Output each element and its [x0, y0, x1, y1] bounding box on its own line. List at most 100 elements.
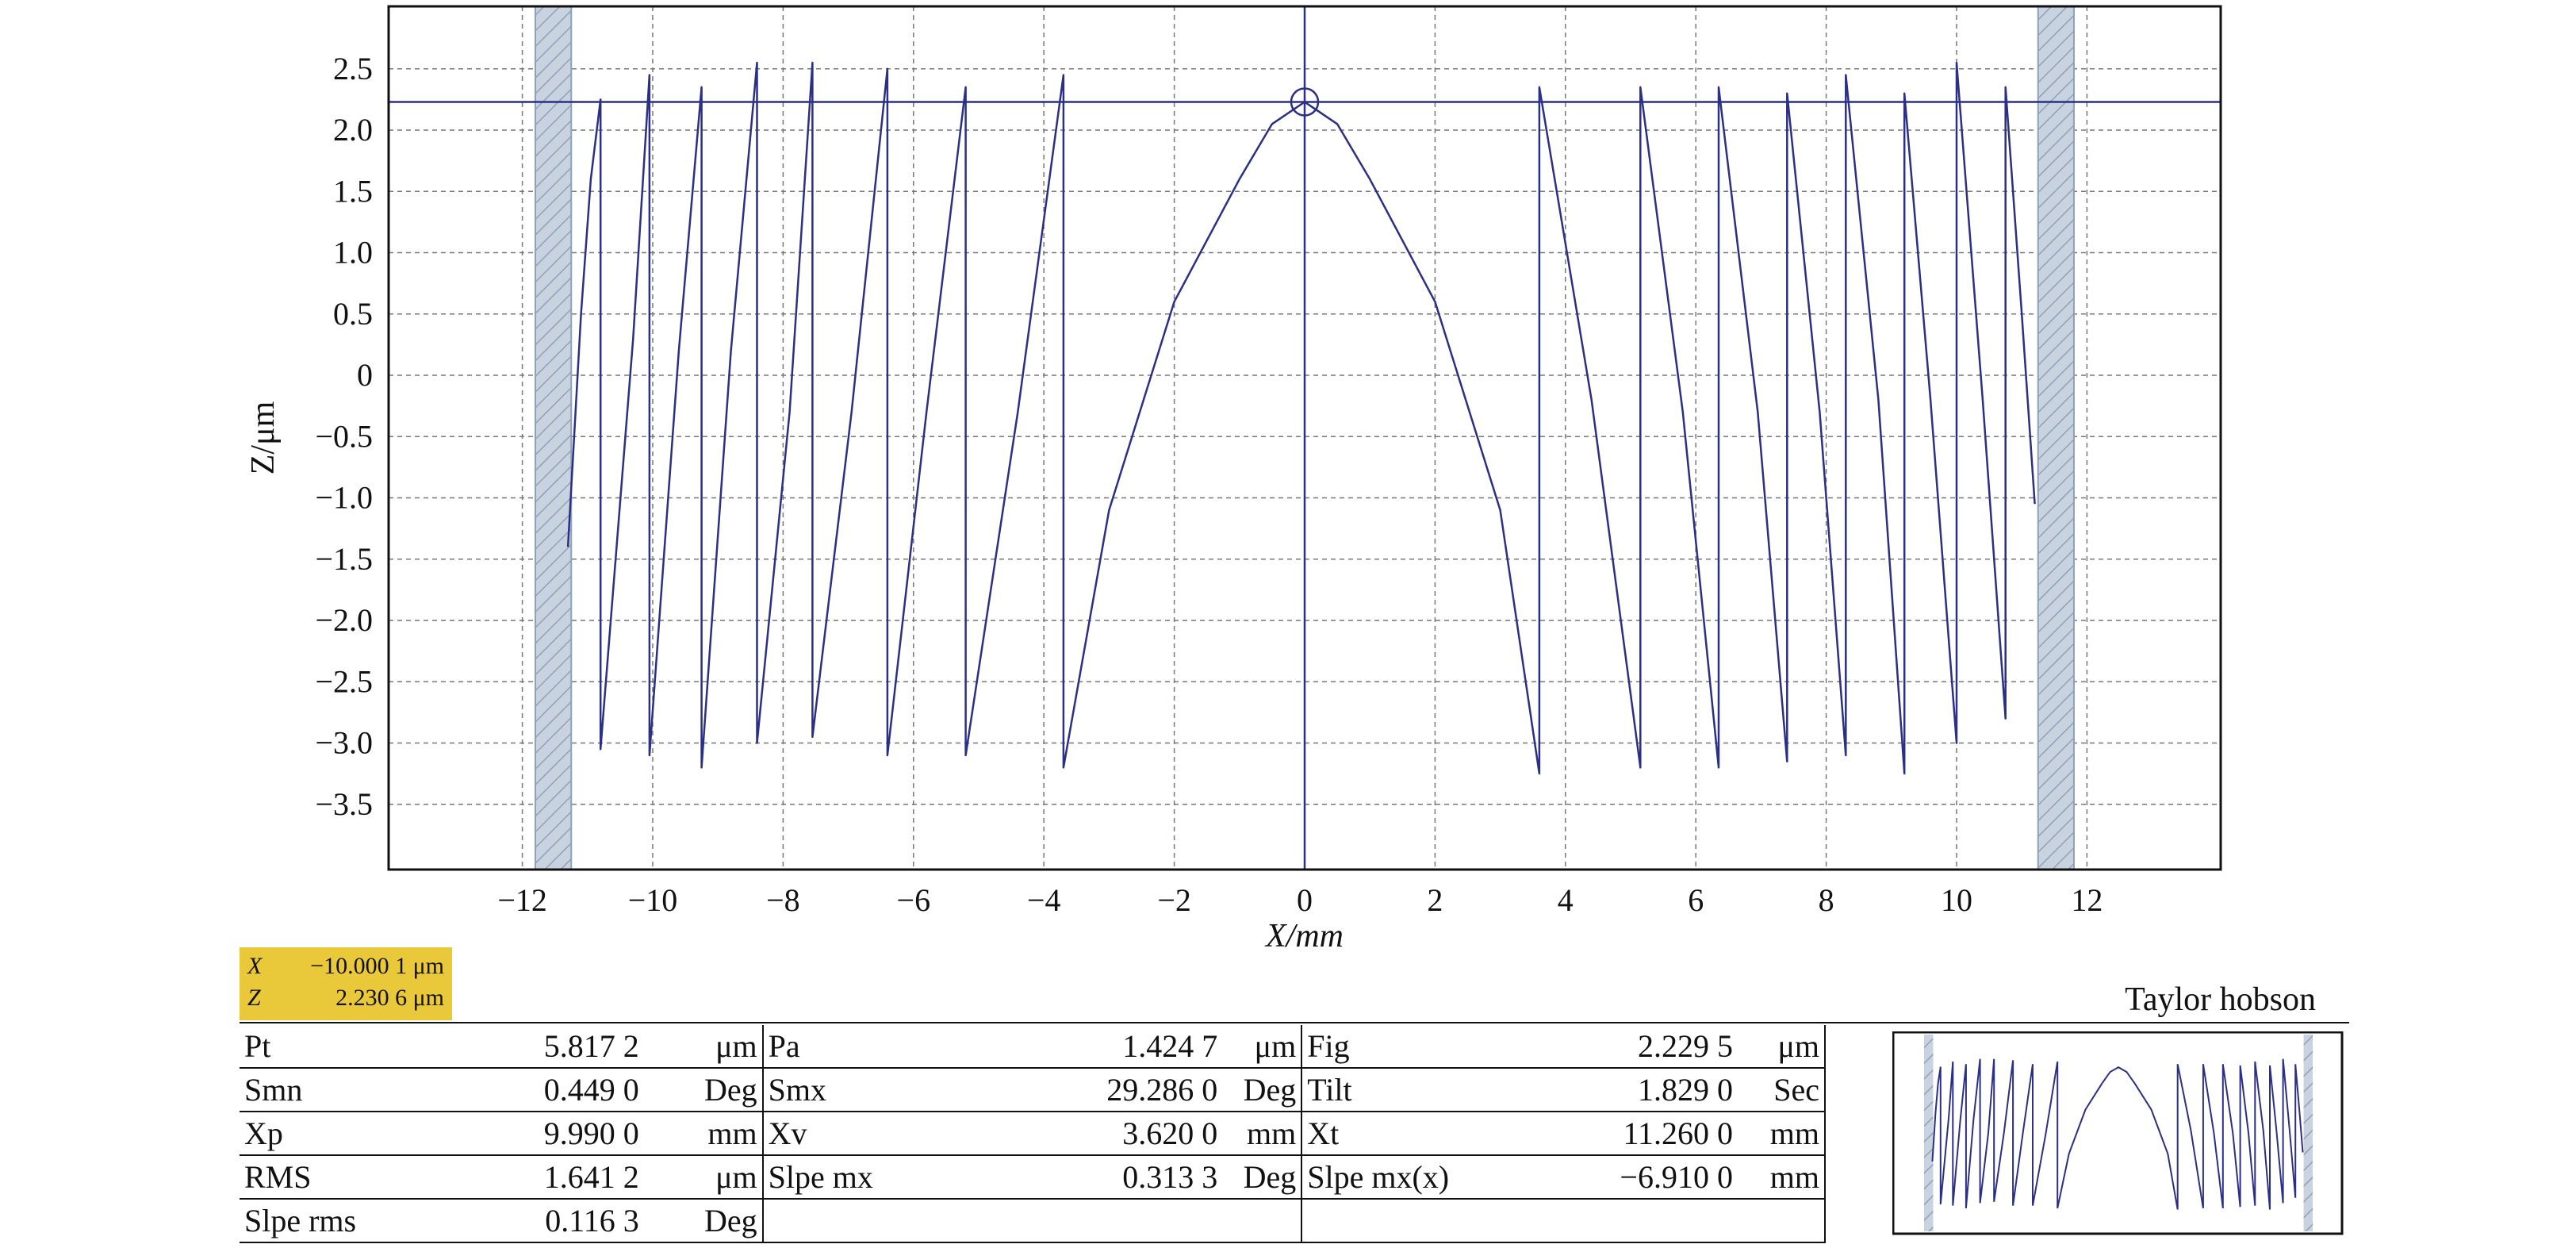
parameter-unit: mm — [1737, 1155, 1827, 1200]
parameter-name: Xv — [762, 1112, 1025, 1156]
y-tick-label: 1.5 — [333, 173, 373, 209]
parameter-unit: mm — [643, 1112, 764, 1156]
x-tick-label: −6 — [897, 882, 931, 918]
parameter-name: Pt — [240, 1025, 462, 1069]
thumbnail-excluded-region — [2303, 1035, 2313, 1231]
y-tick-label: −0.5 — [315, 418, 373, 454]
parameter-unit: mm — [1737, 1112, 1827, 1156]
cursor-crosshair[interactable] — [389, 6, 2221, 870]
brand-label: Taylor hobson — [2125, 981, 2316, 1018]
y-tick-label: 0 — [357, 357, 373, 393]
parameter-name: Xt — [1301, 1112, 1540, 1156]
parameter-value: 1.424 7 — [1024, 1025, 1223, 1069]
parameter-row: Slpe rms 0.116 3 Deg — [240, 1199, 1826, 1243]
parameter-value: 0.116 3 — [461, 1199, 644, 1243]
profile-overview-thumbnail[interactable] — [1892, 1031, 2344, 1238]
series-layer — [566, 61, 2036, 775]
empty-parameter-cell — [762, 1199, 1303, 1243]
parameter-value: 11.260 0 — [1539, 1112, 1738, 1156]
parameter-unit: Deg — [1222, 1068, 1303, 1112]
plot-frame — [387, 5, 2222, 871]
x-axis-title: X/mm — [1264, 918, 1344, 954]
thumbnail-series — [1931, 1058, 2304, 1210]
y-tick-label: −1.5 — [315, 541, 373, 577]
x-tick-label: 4 — [1558, 882, 1574, 918]
y-tick-label: 1.0 — [333, 235, 373, 271]
parameter-name: Tilt — [1301, 1068, 1540, 1112]
cursor-z-value: 2.230 6 μm — [335, 985, 444, 1011]
parameter-unit: Sec — [1737, 1068, 1827, 1112]
x-tick-label: 0 — [1297, 882, 1313, 918]
parameter-value: 9.990 0 — [461, 1112, 644, 1156]
parameter-value: 2.229 5 — [1539, 1025, 1738, 1069]
parameter-unit: Deg — [1222, 1155, 1303, 1200]
parameter-unit: μm — [643, 1025, 764, 1069]
excluded-regions — [535, 6, 2075, 870]
thumbnail-profile-line — [1931, 1058, 2304, 1210]
y-tick-label: −3.5 — [315, 786, 373, 822]
x-tick-label: −4 — [1027, 882, 1061, 918]
x-tick-label: −12 — [497, 882, 547, 918]
parameter-row: Smn 0.449 0 Deg Smx 29.286 0 Deg Tilt 1.829 0 Se… — [240, 1068, 1827, 1112]
parameter-row: RMS 1.641 2 μm Slpe mx 0.313 3 Deg Slpe mx(x) −… — [240, 1155, 1827, 1200]
parameter-unit: μm — [1737, 1025, 1827, 1069]
parameter-name: Smx — [762, 1068, 1025, 1112]
parameter-name: Slpe mx — [762, 1155, 1025, 1200]
parameter-value: 0.449 0 — [461, 1068, 644, 1112]
excluded-region — [535, 6, 573, 870]
y-tick-label: −1.0 — [315, 480, 373, 516]
parameter-value: 1.641 2 — [461, 1155, 644, 1200]
x-tick-label: 2 — [1427, 882, 1443, 918]
cursor-readout: X −10.000 1 μm Z 2.230 6 μm — [240, 947, 452, 1020]
empty-parameter-cell — [1301, 1199, 1826, 1243]
y-tick-label: 0.5 — [333, 296, 373, 332]
parameter-unit: μm — [643, 1155, 764, 1200]
parameter-name: Xp — [240, 1112, 462, 1156]
y-tick-label: −2.5 — [315, 663, 373, 699]
cursor-marker — [1290, 87, 1320, 117]
cursor-z-label: Z — [247, 985, 261, 1011]
parameter-unit: μm — [1222, 1025, 1303, 1069]
parameter-unit: Deg — [643, 1199, 764, 1243]
parameter-name: Slpe mx(x) — [1301, 1155, 1540, 1200]
y-tick-labels: 2.5 2.0 1.5 1.0 0.5 0 −0.5 −1.0 −1.5 −2.0 −2.5 −3.0… — [315, 51, 373, 822]
cursor-x-value: −10.000 1 μm — [310, 953, 444, 979]
y-axis-title: Z/μm — [245, 401, 282, 474]
parameters-table: Pt 5.817 2 μm Pa 1.424 7 μm Fig 2.229 5 μm Smn 0.4… — [240, 1025, 1827, 1243]
parameter-value: 3.620 0 — [1024, 1112, 1223, 1156]
parameter-row: Xp 9.990 0 mm Xv 3.620 0 mm Xt 11.260 0 mm — [240, 1112, 1827, 1156]
profile-line — [566, 61, 2036, 775]
cursor-z-row: Z 2.230 6 μm — [247, 982, 444, 1014]
parameter-row: Pt 5.817 2 μm Pa 1.424 7 μm Fig 2.229 5 μm — [240, 1025, 1827, 1069]
x-tick-label: −8 — [766, 882, 800, 918]
y-tick-label: 2.5 — [333, 51, 373, 86]
parameter-name: Smn — [240, 1068, 462, 1112]
parameter-unit: Deg — [643, 1068, 764, 1112]
thumbnail-excluded-regions — [1924, 1035, 2313, 1231]
parameter-value: −6.910 0 — [1539, 1155, 1738, 1200]
x-tick-labels: −12 −10 −8 −6 −4 −2 0 2 4 6 8 10 12 — [497, 882, 2103, 918]
parameter-name: Slpe rms — [240, 1199, 462, 1243]
x-tick-label: −10 — [628, 882, 678, 918]
x-tick-label: 12 — [2071, 882, 2103, 918]
y-tick-label: −3.0 — [315, 725, 373, 761]
parameter-value: 0.313 3 — [1024, 1155, 1223, 1200]
x-tick-label: 6 — [1688, 882, 1704, 918]
parameter-value: 5.817 2 — [461, 1025, 644, 1069]
y-tick-label: −2.0 — [315, 602, 373, 638]
excluded-region — [2037, 6, 2075, 870]
x-tick-label: 10 — [1941, 882, 1972, 918]
parameter-name: Pa — [762, 1025, 1025, 1069]
parameter-value: 29.286 0 — [1024, 1068, 1223, 1112]
thumbnail-excluded-region — [1924, 1035, 1934, 1231]
x-tick-label: −2 — [1157, 882, 1191, 918]
cursor-x-row: X −10.000 1 μm — [247, 950, 444, 982]
x-tick-label: 8 — [1819, 882, 1834, 918]
parameter-name: Fig — [1301, 1025, 1540, 1069]
y-tick-label: 2.0 — [333, 112, 373, 148]
parameter-unit: mm — [1222, 1112, 1303, 1156]
parameter-value: 1.829 0 — [1539, 1068, 1738, 1112]
parameter-name: RMS — [240, 1155, 462, 1200]
cursor-x-label: X — [247, 953, 263, 979]
